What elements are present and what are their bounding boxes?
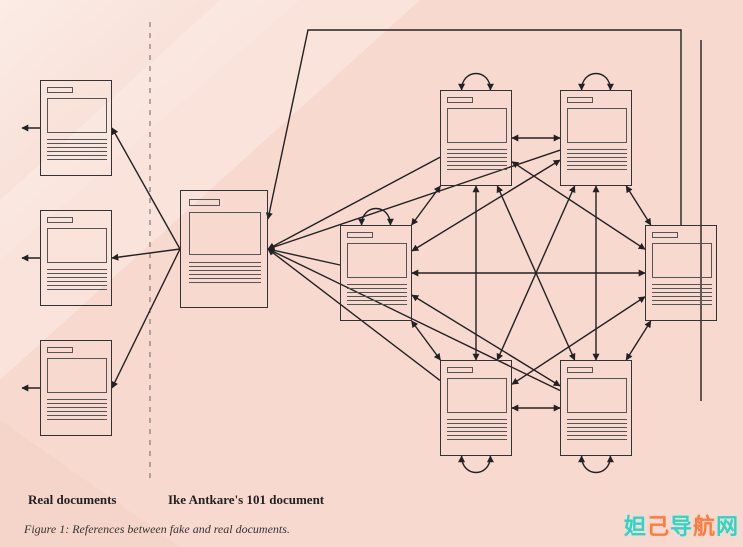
real-doc-2 xyxy=(40,210,112,306)
doc-figure-box xyxy=(447,108,506,143)
doc-figure-box xyxy=(567,378,626,413)
label-real-documents: Real documents xyxy=(28,492,116,508)
doc-titlebar xyxy=(189,199,220,206)
doc-titlebar xyxy=(567,367,592,373)
doc-figure-box xyxy=(189,212,261,254)
doc-text-lines xyxy=(567,149,626,173)
fake-ring-doc-4 xyxy=(560,360,632,456)
doc-text-lines xyxy=(652,284,711,308)
doc-titlebar xyxy=(652,232,677,238)
doc-text-lines xyxy=(47,269,106,293)
doc-figure-box xyxy=(47,98,106,133)
doc-figure-box xyxy=(47,358,106,393)
label-fake-documents: Ike Antkare's 101 document xyxy=(168,492,324,508)
figure-caption: Figure 1: References between fake and re… xyxy=(24,522,290,537)
doc-figure-box xyxy=(447,378,506,413)
fake-ring-doc-3 xyxy=(645,225,717,321)
real-doc-1 xyxy=(40,80,112,176)
doc-titlebar xyxy=(47,87,72,93)
doc-titlebar xyxy=(447,367,472,373)
fake-hub-doc xyxy=(340,225,412,321)
doc-titlebar xyxy=(347,232,372,238)
figure-canvas: Real documents Ike Antkare's 101 documen… xyxy=(0,0,743,547)
doc-figure-box xyxy=(567,108,626,143)
doc-titlebar xyxy=(47,217,72,223)
doc-titlebar xyxy=(567,97,592,103)
doc-figure-box xyxy=(347,243,406,278)
fake-ring-doc-2 xyxy=(560,90,632,186)
doc-text-lines xyxy=(47,399,106,423)
doc-figure-box xyxy=(652,243,711,278)
doc-figure-box xyxy=(47,228,106,263)
doc-text-lines xyxy=(47,139,106,163)
fake-ring-doc-5 xyxy=(440,360,512,456)
doc-text-lines xyxy=(447,419,506,443)
doc-text-lines xyxy=(447,149,506,173)
center-doc xyxy=(180,190,268,308)
real-doc-3 xyxy=(40,340,112,436)
doc-text-lines xyxy=(567,419,626,443)
doc-titlebar xyxy=(47,347,72,353)
fake-ring-doc-1 xyxy=(440,90,512,186)
doc-text-lines xyxy=(347,284,406,308)
doc-text-lines xyxy=(189,262,261,286)
doc-titlebar xyxy=(447,97,472,103)
